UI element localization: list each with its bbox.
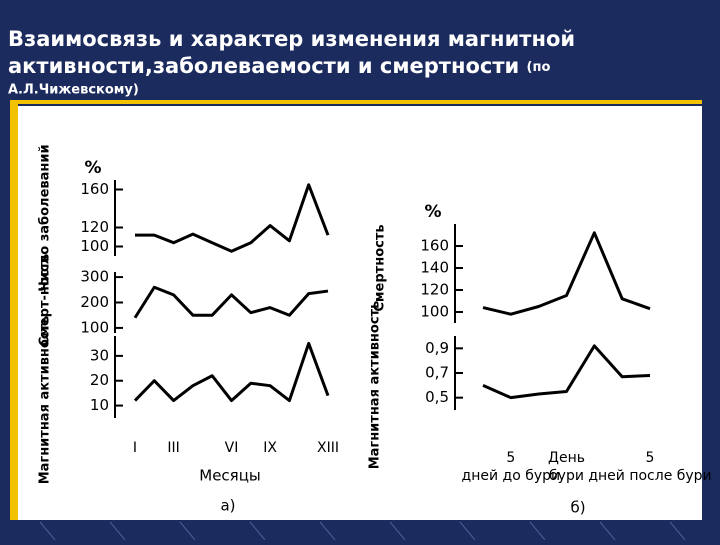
unit-label: % <box>84 158 101 178</box>
caption: б) <box>570 499 585 517</box>
data-line <box>133 285 329 319</box>
y-tick-label: 140 <box>420 259 449 277</box>
y-tick-label: 100 <box>80 318 109 336</box>
data-line <box>482 231 651 316</box>
y-axis-label: Число заболеваний <box>38 144 53 291</box>
y-tick-label: 160 <box>80 180 109 198</box>
title-line2: активности,заболеваемости и смертности (… <box>8 54 550 78</box>
y-axis-label: Смертность <box>373 224 388 311</box>
y-tick-label: 0,5 <box>425 388 449 406</box>
x-tick-label: День бури <box>548 450 585 484</box>
x-tick-label: XIII <box>317 440 339 456</box>
x-tick-label: 5 дней до бури <box>462 450 561 484</box>
x-tick-label: IX <box>263 440 277 456</box>
x-tick-label: III <box>167 440 179 456</box>
title-line1: Взаимосвязь и характер изменения магнитн… <box>8 27 575 51</box>
y-tick-label: 0,7 <box>425 364 449 382</box>
unit-label: % <box>424 202 441 222</box>
y-tick-label: 30 <box>90 346 109 364</box>
title-note: А.Л.Чижевскому) <box>8 83 139 98</box>
y-axis-label: Магнитная активность <box>368 301 383 470</box>
data-line <box>482 344 651 400</box>
y-axis-label: Магнитная активность <box>38 316 53 485</box>
x-tick-label: I <box>133 440 137 456</box>
x-axis-label: Месяцы <box>199 467 261 485</box>
bottom-pattern <box>39 521 686 541</box>
y-tick-label: 100 <box>420 303 449 321</box>
accent-line <box>10 100 702 104</box>
accent-bar <box>10 100 18 520</box>
y-tick-label: 10 <box>90 396 109 414</box>
y-tick-label: 160 <box>420 237 449 255</box>
y-tick-label: 20 <box>90 371 109 389</box>
caption: а) <box>220 497 235 515</box>
y-tick-label: 300 <box>80 268 109 286</box>
x-tick-label: VI <box>225 440 239 456</box>
y-tick-label: 200 <box>80 293 109 311</box>
y-tick-label: 120 <box>80 218 109 236</box>
image-area <box>18 106 702 520</box>
y-tick-label: 0,9 <box>425 339 449 357</box>
data-line <box>135 183 330 253</box>
y-axis-label: Смерт-ность <box>38 254 53 347</box>
data-line <box>133 341 330 403</box>
y-tick-label: 120 <box>420 281 449 299</box>
x-tick-label: 5 дней после бури <box>588 450 711 484</box>
y-tick-label: 100 <box>80 237 109 255</box>
